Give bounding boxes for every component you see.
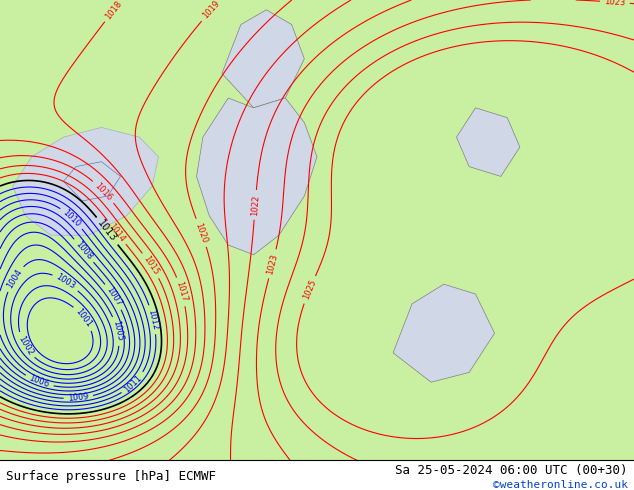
Text: 1008: 1008 — [74, 240, 94, 262]
Text: 1002: 1002 — [16, 335, 34, 357]
Text: 1015: 1015 — [141, 254, 160, 277]
Text: 1017: 1017 — [174, 280, 189, 303]
Text: 1001: 1001 — [74, 307, 94, 329]
Text: 1007: 1007 — [104, 285, 123, 308]
Text: 1005: 1005 — [111, 320, 124, 342]
Polygon shape — [222, 10, 304, 108]
Text: 1020: 1020 — [193, 221, 209, 244]
Polygon shape — [63, 162, 120, 201]
Bar — [0, 460, 634, 490]
Text: 1023: 1023 — [604, 0, 626, 7]
Polygon shape — [13, 127, 158, 235]
Text: 1011: 1011 — [123, 373, 144, 394]
Text: Surface pressure [hPa] ECMWF: Surface pressure [hPa] ECMWF — [6, 470, 216, 483]
Text: 1013: 1013 — [96, 219, 119, 244]
Text: Sa 25-05-2024 06:00 UTC (00+30): Sa 25-05-2024 06:00 UTC (00+30) — [395, 464, 628, 477]
Text: 1019: 1019 — [201, 0, 222, 21]
Text: 1021: 1021 — [141, 464, 164, 484]
Text: 1003: 1003 — [55, 272, 77, 291]
Text: 1010: 1010 — [61, 207, 82, 228]
Text: 1006: 1006 — [28, 374, 51, 390]
Polygon shape — [456, 108, 520, 176]
Text: ©weatheronline.co.uk: ©weatheronline.co.uk — [493, 480, 628, 490]
Text: 1014: 1014 — [107, 221, 127, 244]
Polygon shape — [393, 284, 495, 382]
Text: 1024: 1024 — [387, 469, 410, 485]
Text: 1009: 1009 — [68, 392, 89, 403]
Text: 1016: 1016 — [93, 181, 114, 202]
Text: 1023: 1023 — [266, 252, 280, 275]
Text: 1018: 1018 — [104, 0, 124, 21]
Text: 1012: 1012 — [146, 308, 160, 331]
Text: 1025: 1025 — [301, 278, 318, 301]
Text: 1004: 1004 — [5, 268, 24, 290]
Polygon shape — [197, 98, 317, 255]
Text: 1022: 1022 — [250, 194, 261, 216]
